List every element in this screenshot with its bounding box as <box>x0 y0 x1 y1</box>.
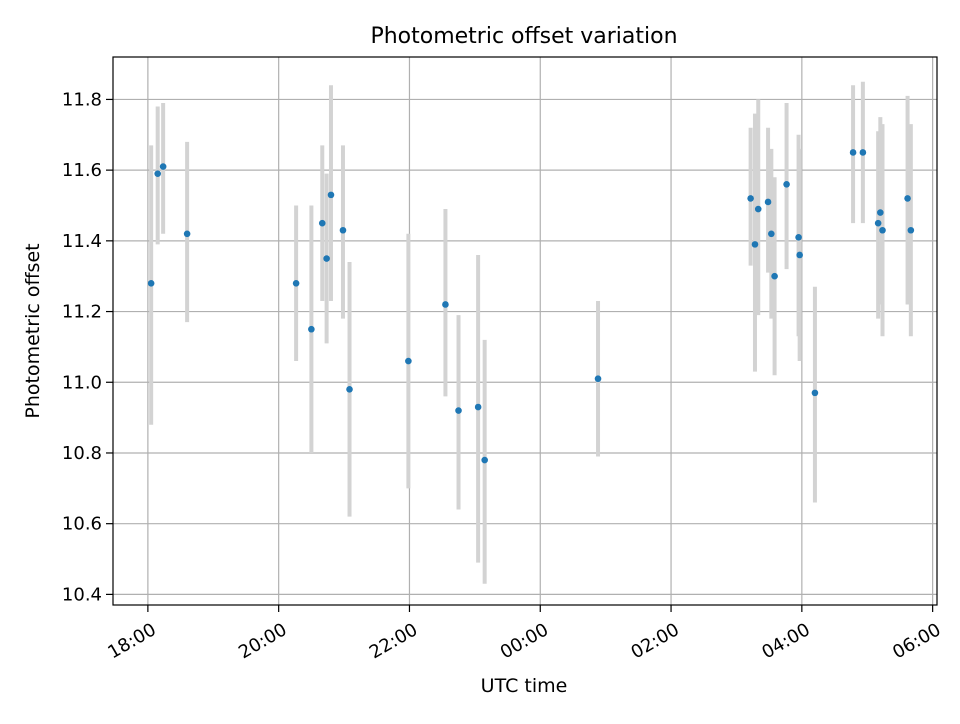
data-point <box>455 407 462 414</box>
data-point <box>795 234 802 241</box>
data-point <box>907 226 915 234</box>
data-point <box>594 375 602 383</box>
data-point <box>318 219 326 227</box>
data-point <box>159 163 167 170</box>
data-point <box>849 149 857 156</box>
data-point <box>405 357 412 365</box>
data-point <box>346 386 353 393</box>
chart-title: Photometric offset variation <box>370 24 677 49</box>
data-point <box>811 389 819 397</box>
data-point <box>292 279 300 287</box>
y-tick-label: 11.6 <box>62 160 102 181</box>
data-point <box>796 251 803 259</box>
data-point <box>308 325 315 333</box>
y-tick-label: 11.0 <box>62 372 102 393</box>
y-axis-ticks: 10.4 10.6 10.8 11.0 11.2 11.4 11.6 11.8 <box>62 89 113 605</box>
y-tick-label: 11.4 <box>62 231 102 252</box>
data-point <box>327 191 335 199</box>
data-point <box>147 279 155 287</box>
data-point <box>768 230 775 238</box>
grid <box>113 57 937 605</box>
data-point <box>323 255 330 262</box>
data-point <box>751 241 759 248</box>
data-point <box>877 209 884 216</box>
data-point <box>183 230 191 238</box>
data-point <box>764 198 772 206</box>
y-tick-label: 10.6 <box>62 514 102 535</box>
data-point <box>442 301 449 308</box>
data-point <box>783 180 790 188</box>
data-point <box>879 226 886 234</box>
data-point <box>154 170 161 177</box>
y-tick-label: 11.8 <box>62 89 102 110</box>
x-axis-label: UTC time <box>481 675 568 697</box>
data-point <box>771 272 778 280</box>
data-points <box>147 149 915 464</box>
data-point <box>474 403 482 411</box>
y-tick-label: 10.8 <box>62 443 102 464</box>
y-axis-label: Photometric offset <box>22 243 44 418</box>
y-tick-label: 11.2 <box>62 302 102 323</box>
data-point <box>339 226 347 234</box>
data-point <box>874 219 882 227</box>
data-point <box>904 195 911 202</box>
data-point <box>859 149 867 156</box>
y-tick-label: 10.4 <box>62 584 102 605</box>
plot-frame <box>112 56 938 606</box>
data-point <box>747 195 754 202</box>
data-point <box>481 456 488 464</box>
data-point <box>754 205 762 213</box>
